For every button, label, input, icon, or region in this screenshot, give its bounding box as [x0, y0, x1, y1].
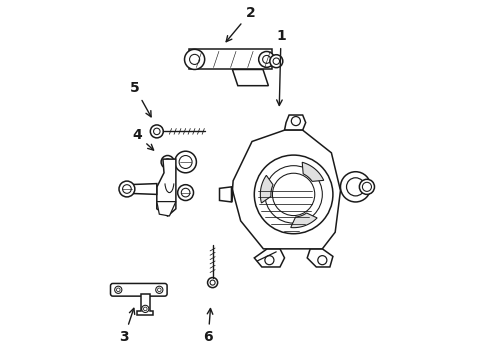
FancyBboxPatch shape: [111, 283, 167, 296]
Polygon shape: [307, 249, 333, 267]
Text: 1: 1: [276, 29, 286, 105]
Polygon shape: [232, 130, 341, 249]
Polygon shape: [291, 213, 317, 228]
Polygon shape: [137, 294, 153, 315]
Circle shape: [178, 185, 194, 201]
Text: 4: 4: [132, 128, 153, 150]
Text: 5: 5: [130, 81, 151, 117]
Circle shape: [161, 156, 174, 168]
Polygon shape: [157, 159, 176, 216]
Polygon shape: [285, 115, 306, 130]
Polygon shape: [254, 249, 285, 267]
Circle shape: [270, 55, 283, 68]
Circle shape: [341, 172, 371, 202]
Polygon shape: [128, 184, 157, 194]
Circle shape: [119, 181, 135, 197]
Polygon shape: [157, 202, 176, 216]
Circle shape: [259, 51, 274, 67]
Polygon shape: [220, 187, 232, 202]
Circle shape: [208, 278, 218, 288]
Circle shape: [175, 151, 196, 173]
Polygon shape: [302, 162, 324, 181]
Text: 2: 2: [226, 6, 255, 42]
Polygon shape: [189, 49, 272, 69]
Text: 6: 6: [203, 309, 213, 343]
Polygon shape: [232, 69, 269, 86]
Circle shape: [359, 179, 374, 194]
Polygon shape: [260, 175, 273, 203]
Text: 3: 3: [120, 308, 135, 343]
Circle shape: [150, 125, 163, 138]
Circle shape: [185, 49, 205, 69]
